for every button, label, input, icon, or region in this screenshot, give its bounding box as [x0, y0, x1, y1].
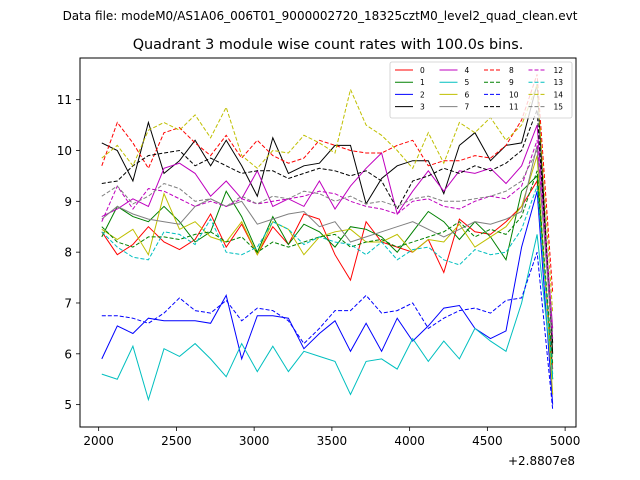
x-tick-label: 5000 [550, 434, 581, 448]
legend-label-13: 13 [554, 78, 564, 87]
series-line-3 [101, 84, 554, 354]
x-tick-label: 3000 [239, 434, 270, 448]
series-line-7 [101, 145, 554, 344]
y-tick-label: 9 [64, 195, 72, 209]
legend-label-4: 4 [465, 66, 470, 75]
legend-label-14: 14 [554, 90, 564, 99]
y-tick-label: 6 [64, 347, 72, 361]
y-tick-label: 10 [57, 144, 72, 158]
x-tick-label: 4000 [394, 434, 425, 448]
series-line-0 [101, 179, 554, 370]
series-line-4 [101, 124, 554, 329]
plot-lines [101, 74, 554, 410]
legend-label-8: 8 [509, 66, 514, 75]
legend-label-12: 12 [554, 66, 564, 75]
x-offset-label: +2.8807e8 [508, 454, 575, 468]
legend-label-6: 6 [465, 90, 470, 99]
x-tick-label: 4500 [472, 434, 503, 448]
series-line-10 [101, 252, 554, 410]
chart-title: Quadrant 3 module wise count rates with … [133, 37, 524, 53]
y-tick-label: 11 [57, 93, 72, 107]
legend-label-9: 9 [509, 78, 514, 87]
legend-label-7: 7 [465, 103, 470, 112]
x-tick-label: 2500 [161, 434, 192, 448]
legend-label-1: 1 [420, 78, 425, 87]
legend-label-3: 3 [420, 103, 425, 112]
y-axis: 5 6 7 8 9 10 11 [57, 93, 80, 412]
legend-label-2: 2 [420, 90, 425, 99]
series-line-15 [101, 148, 554, 334]
series-line-14 [101, 84, 554, 314]
y-tick-label: 8 [64, 246, 72, 260]
y-tick-label: 7 [64, 296, 72, 310]
series-line-9 [101, 170, 554, 365]
legend-box [389, 61, 573, 119]
legend-label-15: 15 [554, 103, 564, 112]
y-tick-label: 5 [64, 398, 72, 412]
legend-label-0: 0 [420, 66, 425, 75]
series-line-1 [101, 174, 554, 380]
series-line-11 [101, 109, 554, 344]
legend-label-11: 11 [509, 103, 519, 112]
legend-label-10: 10 [509, 90, 519, 99]
x-tick-label: 3500 [317, 434, 348, 448]
series-line-12 [101, 140, 554, 339]
x-tick-label: 2000 [83, 434, 114, 448]
x-axis: 2000 2500 3000 3500 4000 4500 5000 [83, 427, 580, 448]
figure-suptitle: Data file: modeM0/AS1A06_006T01_90000027… [63, 9, 578, 23]
legend-label-5: 5 [465, 78, 470, 87]
plot-area-frame [79, 57, 577, 428]
series-line-5 [101, 234, 554, 402]
